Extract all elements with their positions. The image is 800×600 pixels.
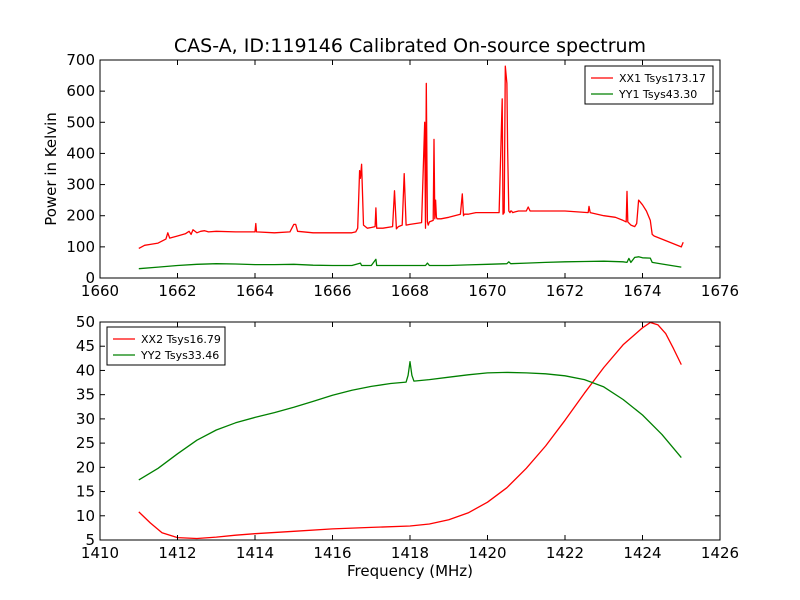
- legend: XX1 Tsys173.17 YY1 Tsys43.30: [584, 65, 714, 105]
- x-tick-label: 1668: [391, 282, 429, 300]
- figure-title: CAS-A, ID:119146 Calibrated On-source sp…: [174, 35, 646, 57]
- legend-box: [584, 65, 714, 105]
- y-tick-label: 300: [66, 176, 95, 194]
- x-tick-label: 1674: [623, 282, 661, 300]
- series-line-0-1: [138, 256, 682, 270]
- legend: XX2 Tsys16.79 YY2 Tsys33.46: [106, 326, 226, 366]
- y-tick-label: 20: [76, 458, 95, 476]
- legend-box: [106, 326, 226, 366]
- x-tick-label: 1666: [313, 282, 351, 300]
- series-line-1-0: [138, 321, 682, 540]
- x-tick-label: 1426: [701, 544, 739, 562]
- x-axis-label: Frequency (MHz): [347, 562, 473, 580]
- y-tick-label: 100: [66, 238, 95, 256]
- x-tick-label: 1676: [701, 282, 739, 300]
- y-tick-label: 200: [66, 207, 95, 225]
- y-tick-label: 600: [66, 82, 95, 100]
- x-tick-label: 1420: [468, 544, 506, 562]
- x-tick-label: 1672: [546, 282, 584, 300]
- y-tick-label: 15: [76, 483, 95, 501]
- x-tick-label: 1670: [468, 282, 506, 300]
- y-tick-label: 30: [76, 410, 95, 428]
- x-tick-label: 1410: [81, 544, 119, 562]
- x-tick-label: 1664: [236, 282, 274, 300]
- x-tick-label: 1416: [313, 544, 351, 562]
- y-axis-label: Power in Kelvin: [42, 112, 60, 226]
- x-tick-label: 1418: [391, 544, 429, 562]
- y-tick-label: 25: [76, 434, 95, 452]
- y-tick-label: 40: [76, 361, 95, 379]
- bottom-spectrum-chart: 1410 1412 1414 1416 1418 1420 1422 1424 1426 5 10 1…: [76, 313, 739, 580]
- x-tick-label: 1422: [546, 544, 584, 562]
- x-tick-label: 1424: [623, 544, 661, 562]
- x-tick-label: 1660: [81, 282, 119, 300]
- x-tick-label: 1414: [236, 544, 274, 562]
- y-tick-label: 0: [85, 269, 95, 287]
- top-spectrum-chart: 1660 1662 1664 1666 1668 1670 1672 1674 1676 0 100…: [42, 51, 739, 300]
- legend-label: YY1 Tsys43.30: [618, 88, 697, 101]
- series-line-0-0: [138, 65, 684, 249]
- x-tick-label: 1662: [158, 282, 196, 300]
- legend-label: XX1 Tsys173.17: [619, 72, 706, 85]
- y-tick-label: 700: [66, 51, 95, 69]
- y-tick-label: 50: [76, 313, 95, 331]
- y-tick-label: 400: [66, 144, 95, 162]
- y-tick-label: 500: [66, 113, 95, 131]
- y-tick-label: 5: [85, 531, 95, 549]
- y-tick-label: 10: [76, 507, 95, 525]
- legend-label: YY2 Tsys33.46: [140, 349, 219, 362]
- y-tick-label: 45: [76, 337, 95, 355]
- x-tick-label: 1412: [158, 544, 196, 562]
- y-tick-label: 35: [76, 386, 95, 404]
- series-line-1-1: [138, 361, 682, 481]
- legend-label: XX2 Tsys16.79: [141, 333, 221, 346]
